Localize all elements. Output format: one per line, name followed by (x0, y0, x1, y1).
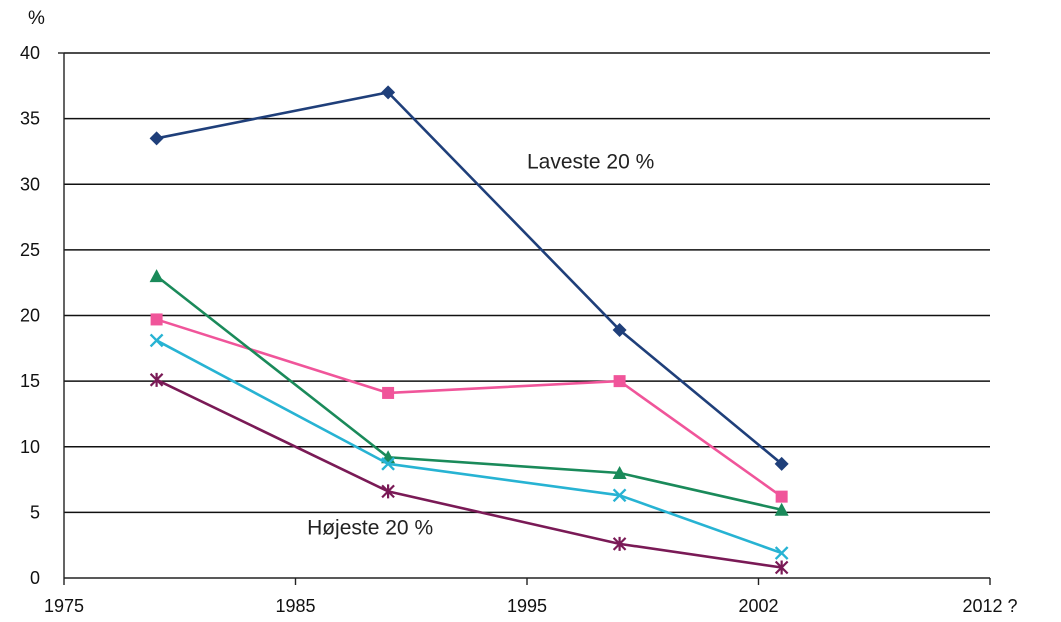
y-tick-label: 40 (20, 43, 40, 63)
diamond-marker (149, 131, 164, 146)
y-tick-label: 10 (20, 437, 40, 457)
x-tick-label: 1975 (44, 596, 84, 616)
square-marker (775, 490, 788, 503)
star-marker (149, 372, 164, 387)
y-tick-label: 25 (20, 240, 40, 260)
diamond-marker (381, 85, 396, 100)
series-line (156, 378, 782, 569)
x-tick-label: 1995 (507, 596, 547, 616)
y-tick-label: 0 (30, 568, 40, 588)
x-marker (149, 333, 164, 348)
series-line (156, 318, 783, 498)
x-marker (612, 488, 627, 503)
series-3 (149, 269, 789, 516)
x-tick-label: 2002 (738, 596, 778, 616)
x-tick-labels: 1975 1985 1995 2002 2012 ? (44, 596, 1018, 616)
series-group (149, 85, 789, 575)
x-marker (774, 546, 789, 560)
y-tick-label: 30 (20, 174, 40, 194)
annotation-label: Laveste 20 % (527, 151, 654, 174)
y-tick-label: 5 (30, 502, 40, 522)
y-tick-label: 15 (20, 371, 40, 391)
square-marker (150, 313, 163, 326)
series-5 (149, 372, 789, 575)
series-line (155, 275, 782, 512)
star-marker (774, 560, 789, 575)
diamond-marker (774, 456, 789, 471)
annotation-label: Højeste 20 % (307, 517, 433, 540)
series-line (155, 339, 783, 555)
grid-lines (64, 52, 990, 514)
y-tick-label: 35 (20, 109, 40, 129)
x-tick-label: 2012 ? (962, 596, 1017, 616)
triangle-marker (774, 502, 789, 516)
square-marker (613, 375, 626, 388)
x-marker (381, 456, 395, 471)
x-tick-label: 1985 (275, 596, 315, 616)
series-1 (149, 85, 789, 471)
y-tick-labels: 0 5 10 15 20 25 30 35 40 (20, 43, 40, 588)
series-4 (149, 333, 789, 560)
series-2 (150, 313, 788, 503)
triangle-marker (149, 269, 164, 283)
axes (58, 52, 991, 585)
y-tick-label: 20 (20, 306, 40, 326)
triangle-marker (612, 466, 627, 479)
series-line (156, 91, 783, 465)
y-unit-label: % (28, 8, 45, 29)
square-marker (382, 386, 395, 399)
star-marker (381, 484, 395, 499)
diamond-marker (612, 322, 627, 337)
annotations: Laveste 20 % Højeste 20 % (307, 151, 654, 540)
star-marker (612, 536, 627, 551)
